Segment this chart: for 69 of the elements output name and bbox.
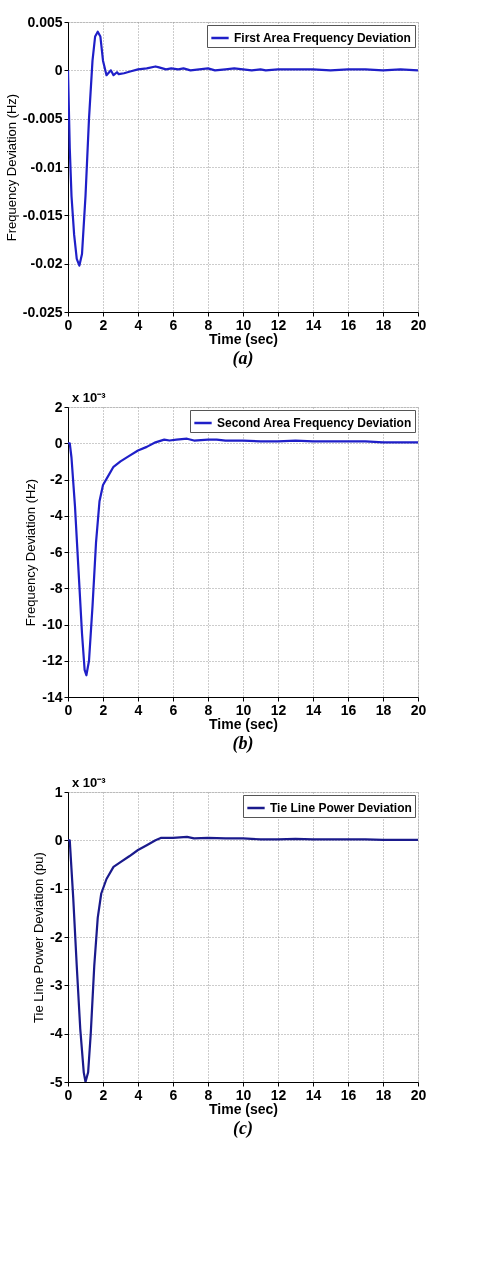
y-tick-label: -0.015 xyxy=(22,206,63,223)
y-tick-label: -2 xyxy=(50,928,63,945)
legend-label: Tie Line Power Deviation xyxy=(270,801,412,815)
x-tick-label: 12 xyxy=(270,701,287,718)
y-tick-label: 2 xyxy=(54,398,63,415)
y-tick-label: 0.005 xyxy=(27,13,63,30)
line-series xyxy=(68,30,418,267)
y-tick-label: -5 xyxy=(50,1073,63,1090)
x-tick-label: 14 xyxy=(305,1086,322,1103)
x-tick-label: 14 xyxy=(305,701,322,718)
x-tick-label: 14 xyxy=(305,316,322,333)
x-axis-title: Time (sec) xyxy=(209,330,278,347)
x-tick-label: 8 xyxy=(204,316,213,333)
text: (a) xyxy=(232,348,254,369)
x-axis-title: Time (sec) xyxy=(209,1100,278,1117)
x-tick-label: 4 xyxy=(134,701,143,718)
y-tick-label: -14 xyxy=(42,688,63,705)
x-tick-label: 6 xyxy=(169,1086,178,1103)
x-tick-label: 20 xyxy=(410,701,427,718)
x-axis-title: Time (sec) xyxy=(209,715,278,732)
y-tick-label: -12 xyxy=(42,652,63,669)
text: (b) xyxy=(232,733,254,754)
y-tick-label: -3 xyxy=(50,976,63,993)
y-tick-label: 0 xyxy=(54,831,63,848)
legend-label: Second Area Frequency Deviation xyxy=(217,416,412,430)
x-tick-label: 18 xyxy=(375,1086,392,1103)
x-tick-label: 16 xyxy=(340,701,357,718)
text: x 10⁻³ xyxy=(72,775,107,790)
x-tick-label: 10 xyxy=(235,701,252,718)
x-tick-label: 18 xyxy=(375,316,392,333)
y-tick-label: -4 xyxy=(50,507,63,524)
x-tick-label: 20 xyxy=(410,1086,427,1103)
y-tick-label: -6 xyxy=(50,543,63,560)
y-tick-label: 1 xyxy=(54,783,63,800)
x-tick-label: 12 xyxy=(270,316,287,333)
y-tick-label: -0.005 xyxy=(22,110,63,127)
x-tick-label: 18 xyxy=(375,701,392,718)
x-tick-label: 10 xyxy=(235,1086,252,1103)
y-tick-label: -0.01 xyxy=(30,158,63,175)
y-tick-label: -10 xyxy=(42,616,63,632)
x-tick-label: 16 xyxy=(340,316,357,333)
x-tick-label: 4 xyxy=(134,316,143,333)
y-tick-label: 0 xyxy=(54,61,63,78)
x-tick-label: 8 xyxy=(204,701,213,718)
text: (c) xyxy=(233,1118,253,1139)
y-axis-title: Frequency Deviation (Hz) xyxy=(3,93,19,242)
x-tick-label: 12 xyxy=(270,1086,287,1103)
y-tick-label: -8 xyxy=(50,579,63,596)
x-tick-label: 6 xyxy=(169,316,178,333)
x-tick-label: 2 xyxy=(99,1086,108,1103)
y-axis-title: Frequency Deviation (Hz) xyxy=(23,478,39,627)
y-tick-label: -0.025 xyxy=(22,303,63,320)
x-tick-label: 2 xyxy=(99,701,108,718)
line-series xyxy=(68,437,418,677)
y-tick-label: 0 xyxy=(54,434,63,451)
x-tick-label: 16 xyxy=(340,1086,357,1103)
y-tick-label: -0.02 xyxy=(30,255,63,272)
y-tick-label: -2 xyxy=(50,471,63,487)
x-tick-label: 10 xyxy=(235,316,252,333)
y-tick-label: -1 xyxy=(50,880,63,897)
legend-label: First Area Frequency Deviation xyxy=(234,31,411,45)
y-axis-title: Tie Line Power Deviation (pu) xyxy=(31,852,47,1023)
x-tick-label: 4 xyxy=(134,1086,143,1103)
x-tick-label: 2 xyxy=(99,316,108,333)
x-tick-label: 20 xyxy=(410,316,427,333)
x-tick-label: 6 xyxy=(169,701,178,718)
y-tick-label: -4 xyxy=(50,1025,63,1042)
text: x 10⁻³ xyxy=(72,390,107,405)
x-tick-label: 8 xyxy=(204,1086,213,1103)
